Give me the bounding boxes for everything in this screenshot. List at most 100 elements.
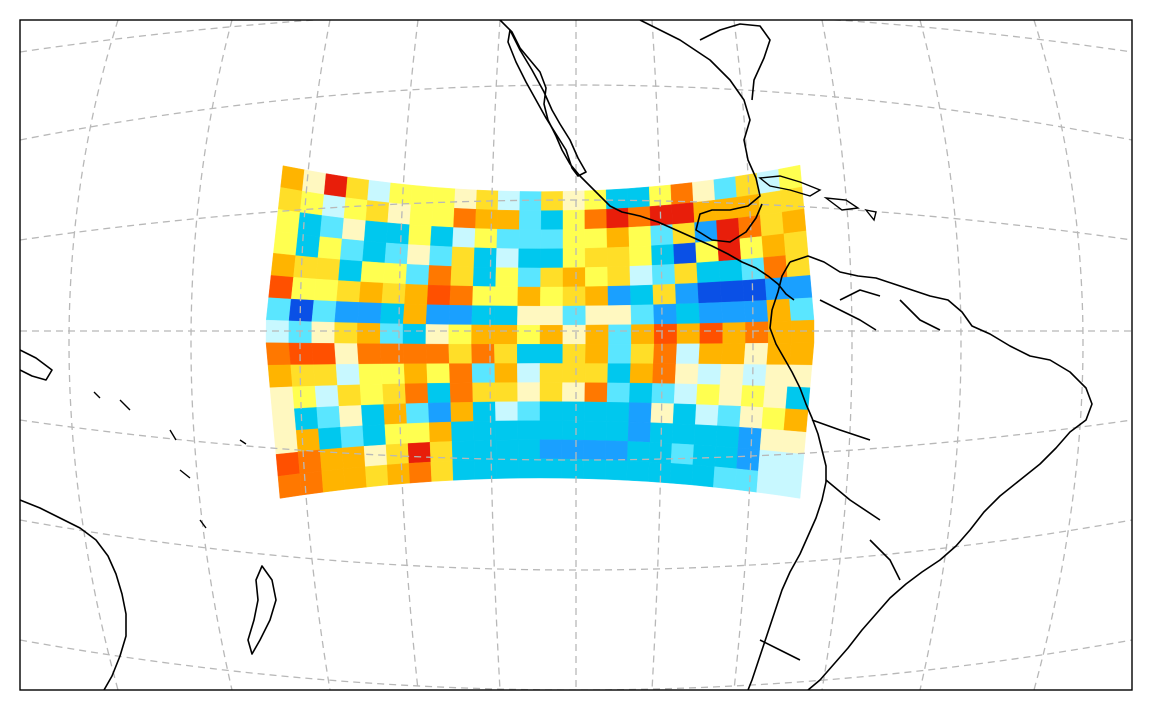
heatmap-cell: [494, 363, 518, 383]
heatmap-cell: [265, 342, 291, 366]
island-small: [864, 208, 877, 222]
heatmap-cell: [472, 266, 497, 287]
heatmap-cell: [292, 385, 317, 409]
coastline-south-america: [789, 255, 1093, 690]
meridian-line: [651, 20, 663, 690]
heatmap-cell: [496, 458, 519, 479]
heatmap-cell: [290, 364, 316, 388]
heatmap-cell: [779, 451, 805, 477]
heatmap-cell: [429, 245, 453, 267]
graticule: [20, 20, 1132, 690]
heatmap-cell: [402, 343, 427, 365]
coastline-south-america-west: [747, 261, 827, 690]
heatmap-cell: [540, 267, 564, 288]
heatmap-cell: [604, 459, 628, 481]
heatmap-cell: [267, 364, 293, 388]
heatmap-cell: [648, 461, 672, 484]
parallel-line: [20, 20, 1132, 53]
heatmap-cell: [405, 264, 430, 286]
heatmap-cell: [385, 443, 410, 466]
heatmap-cell: [338, 405, 363, 428]
heatmap-cell: [608, 324, 632, 345]
heatmap-cell: [787, 275, 813, 300]
heatmap-cell: [387, 202, 412, 225]
heatmap-cell: [317, 236, 343, 260]
heatmap-cell: [719, 363, 745, 386]
heatmap-cell: [365, 464, 389, 488]
heatmap-cell: [676, 323, 701, 345]
heatmap-cell: [721, 301, 746, 324]
heatmap-cell: [584, 401, 608, 422]
heatmap-cell: [766, 342, 792, 366]
heatmap-cell: [562, 344, 586, 364]
heatmap-cell: [713, 466, 737, 490]
heatmap-cell: [562, 305, 587, 326]
heatmap-cell: [404, 283, 429, 305]
heatmap-cell: [384, 423, 409, 446]
heatmap-cell: [562, 228, 586, 249]
heatmap-cell: [540, 248, 564, 269]
heatmap-cell: [495, 420, 519, 441]
heatmap-cell: [759, 428, 785, 453]
island-cuba: [758, 175, 822, 197]
heatmap-cell: [721, 343, 746, 365]
heatmap-cell: [367, 179, 391, 204]
heatmap-cell: [297, 449, 322, 474]
heatmap-cell: [717, 405, 742, 428]
heatmap-cell: [427, 265, 452, 287]
coastline-nz: [247, 565, 277, 655]
heatmap-cell: [763, 385, 788, 409]
heatmap-cell: [605, 421, 629, 442]
heatmap-cell: [429, 441, 453, 463]
heatmap-cell: [693, 199, 717, 223]
heatmap-cell: [675, 303, 701, 325]
heatmap-cell: [359, 384, 384, 406]
heatmap-cell: [386, 222, 410, 245]
heatmap-cell: [269, 386, 295, 411]
heatmap-cell: [365, 200, 390, 224]
heatmap-cell: [450, 266, 475, 287]
heatmap-cell: [743, 342, 769, 365]
heatmap-cell: [674, 363, 699, 385]
heatmap-cell: [472, 382, 496, 403]
heatmap-cell: [653, 303, 678, 325]
heatmap-cell: [627, 206, 651, 228]
heatmap-cell: [631, 324, 655, 345]
heatmap-cell: [471, 363, 496, 384]
heatmap-cell: [494, 344, 518, 364]
heatmap-cell: [313, 278, 339, 302]
heatmap-cell: [425, 304, 450, 325]
heatmap-cell: [360, 261, 386, 284]
heatmap-cell: [383, 262, 408, 285]
heatmap-cell: [448, 304, 473, 326]
heatmap-cell: [699, 322, 723, 345]
meridian-line: [489, 20, 501, 690]
heatmap-cell: [265, 297, 292, 322]
heatmap-cell: [562, 209, 586, 230]
heatmap-cell: [280, 165, 305, 192]
heatmap-cell: [430, 226, 454, 248]
heatmap-cell: [448, 324, 472, 345]
heatmap-cell: [334, 322, 358, 344]
heatmap-cell: [495, 248, 520, 269]
heatmap-cell: [539, 420, 563, 441]
heatmap-cell: [692, 444, 717, 467]
heatmap-cell: [471, 324, 495, 345]
heatmap-cell: [783, 230, 809, 256]
heatmap-cell: [562, 248, 586, 269]
heatmap-cell: [428, 402, 452, 423]
heatmap-cell: [406, 422, 431, 444]
heatmap-cell: [495, 267, 519, 288]
heatmap-cell: [540, 286, 564, 307]
heatmap-cell: [340, 425, 365, 449]
heatmap-cell: [627, 186, 651, 209]
heatmap-cell: [628, 225, 652, 248]
heatmap-cell: [673, 242, 697, 265]
heatmap-cell: [781, 430, 807, 455]
heatmap-cell: [650, 402, 675, 424]
heatmap-cell: [691, 464, 715, 488]
heatmap-cell: [734, 468, 759, 493]
heatmap-cell: [742, 364, 767, 387]
heatmap-cell: [343, 466, 367, 490]
